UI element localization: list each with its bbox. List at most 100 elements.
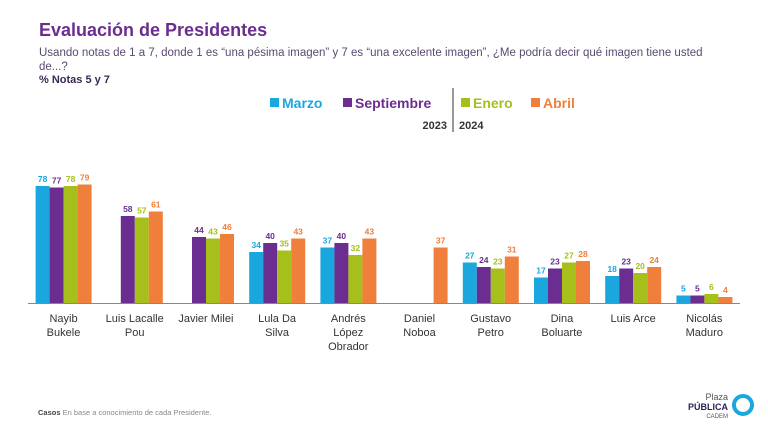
bar [220, 234, 234, 303]
logo-icon [732, 394, 754, 416]
footnote: Casos En base a conocimiento de cada Pre… [38, 408, 211, 417]
value-label: 27 [564, 251, 574, 261]
chart-subtitle: Usando notas de 1 a 7, donde 1 es “una p… [39, 47, 703, 73]
bar [704, 294, 719, 303]
value-label: 46 [222, 222, 232, 232]
legend-year: 2023 [423, 120, 447, 132]
value-label: 78 [66, 174, 76, 184]
value-label: 5 [695, 284, 700, 294]
bar [263, 243, 278, 303]
value-label: 20 [635, 261, 645, 271]
legend-label: Septiembre [355, 95, 431, 111]
bar [633, 273, 648, 303]
value-label: 34 [251, 240, 261, 250]
value-label: 23 [493, 257, 503, 267]
value-label: 43 [208, 227, 218, 237]
legend-swatch [531, 98, 540, 107]
value-label: 79 [80, 173, 90, 183]
bar [676, 295, 691, 303]
bar [291, 238, 306, 303]
value-label: 77 [52, 176, 62, 186]
bar [476, 267, 491, 303]
value-label: 57 [137, 206, 147, 216]
value-label: 24 [649, 255, 659, 265]
x-tick-label: Nicolás Maduro [685, 313, 723, 339]
legend-label: Marzo [282, 95, 322, 111]
logo-text: CADEM [706, 414, 728, 420]
bar [504, 256, 519, 303]
legend-swatch [461, 98, 470, 107]
value-label: 18 [607, 264, 617, 274]
legend-label: Enero [473, 95, 513, 111]
x-tick-label: Luis Arce [610, 313, 656, 325]
bar [148, 211, 163, 303]
bar [120, 216, 135, 303]
footnote-text: En base a conocimiento de cada President… [62, 408, 212, 417]
chart-title: Evaluación de Presidentes [39, 20, 268, 40]
value-label: 40 [265, 231, 275, 241]
measure-label: % Notas 5 y 7 [39, 74, 110, 86]
value-label: 44 [194, 225, 204, 235]
value-label: 43 [293, 227, 303, 237]
value-label: 43 [365, 227, 375, 237]
value-label: 35 [279, 239, 289, 249]
legend-label: Abril [543, 95, 575, 111]
bar [605, 276, 620, 303]
bar [534, 277, 548, 303]
value-label: 37 [436, 236, 446, 246]
value-label: 61 [151, 200, 161, 210]
bar [277, 250, 292, 303]
x-tick-label: Gustavo Petro [470, 313, 512, 339]
bar [647, 267, 662, 303]
bar [348, 255, 363, 303]
x-tick-label: Javier Milei [178, 313, 234, 325]
value-label: 37 [323, 236, 333, 246]
bar [718, 297, 733, 303]
x-tick-label: Nayib Bukele [46, 313, 81, 339]
bar [490, 268, 505, 303]
bar [63, 186, 78, 303]
x-tick-label: Andrés López Obrador [328, 313, 369, 353]
legend-swatch [343, 98, 352, 107]
x-tick-label: Daniel Noboa [403, 313, 436, 339]
bar [548, 268, 562, 303]
bar [576, 261, 590, 303]
bar [249, 252, 264, 303]
bar [320, 247, 335, 303]
bar [619, 268, 634, 303]
bar [462, 262, 477, 303]
bar [192, 237, 206, 303]
value-label: 58 [123, 204, 133, 214]
legend-year: 2024 [459, 120, 484, 132]
value-label: 27 [465, 251, 475, 261]
value-label: 4 [723, 285, 728, 295]
bar [433, 247, 448, 303]
bar [362, 238, 377, 303]
value-label: 23 [550, 257, 560, 267]
bar [77, 184, 92, 303]
bar [334, 243, 349, 303]
logo-text: PÚBLICA [688, 401, 728, 412]
logo: Plaza PÚBLICA CADEM [688, 392, 754, 420]
bar [134, 217, 149, 303]
value-label: 78 [38, 174, 48, 184]
bar [49, 187, 64, 303]
value-label: 6 [709, 282, 714, 292]
value-label: 23 [621, 257, 631, 267]
bar [35, 186, 50, 303]
x-tick-label: Luis Lacalle Pou [105, 313, 164, 339]
value-label: 31 [507, 245, 517, 255]
x-tick-label: Dina Boluarte [541, 313, 583, 339]
bar [562, 262, 576, 303]
footnote-label: Casos [38, 408, 61, 417]
bar [206, 238, 220, 303]
value-label: 28 [578, 249, 588, 259]
value-label: 5 [681, 284, 686, 294]
x-tick-label: Lula Da Silva [258, 313, 297, 339]
value-label: 32 [351, 243, 361, 253]
value-label: 40 [337, 231, 347, 241]
logo-text: Plaza [705, 392, 728, 402]
value-label: 24 [479, 255, 489, 265]
bar [690, 295, 705, 303]
